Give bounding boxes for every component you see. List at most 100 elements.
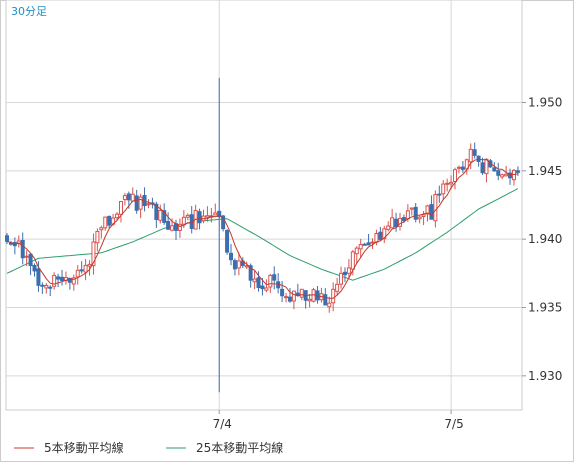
candle-body	[272, 274, 277, 281]
candle-body	[56, 276, 61, 280]
candle-body	[221, 215, 226, 230]
candle-body	[354, 247, 359, 255]
candle-body	[515, 170, 520, 173]
candle-body	[492, 167, 497, 172]
candle-body	[327, 302, 332, 308]
candle-body	[291, 290, 296, 302]
candle-body	[342, 271, 347, 276]
candle-body	[67, 277, 72, 283]
legend-ma25-label: 25本移動平均線	[196, 440, 283, 455]
candle-body	[99, 227, 104, 231]
legend-ma5-label: 5本移動平均線	[44, 440, 124, 455]
candle-body	[162, 210, 167, 223]
candle-body	[287, 296, 292, 302]
candle-body	[445, 182, 450, 185]
candle-body	[28, 253, 33, 267]
candle-body	[60, 276, 65, 281]
candle-body	[284, 296, 289, 299]
candle-body	[425, 205, 430, 215]
y-tick-label: 1.940	[528, 232, 562, 246]
candle-body	[232, 260, 237, 270]
candle-body	[378, 231, 383, 240]
candle-body	[87, 263, 92, 267]
candle-body	[280, 288, 285, 297]
candle-body	[205, 215, 210, 218]
candle-body	[177, 223, 182, 231]
candle-body	[170, 225, 175, 231]
candle-body	[421, 214, 426, 218]
y-tick-label: 1.935	[528, 301, 562, 315]
candle-body	[52, 274, 57, 287]
candle-body	[252, 278, 257, 283]
candle-body	[335, 283, 340, 292]
candle-body	[126, 193, 131, 201]
candle-body	[225, 230, 230, 253]
x-tick-label: 7/5	[444, 417, 463, 431]
candle-body	[217, 210, 222, 218]
candle-body	[146, 203, 151, 206]
candle-body	[394, 218, 399, 228]
candle-body	[24, 255, 29, 258]
candle-body	[390, 217, 395, 229]
candle-body	[339, 272, 344, 285]
candle-body	[500, 174, 505, 178]
candle-body	[48, 286, 53, 289]
candle-body	[370, 241, 375, 244]
candle-body	[429, 204, 434, 220]
candle-body	[460, 166, 465, 170]
y-tick-label: 1.945	[528, 164, 562, 178]
candle-body	[433, 194, 438, 222]
candle-body	[115, 213, 120, 219]
candle-body	[166, 221, 171, 230]
candle-body	[213, 212, 218, 216]
candle-body	[413, 206, 418, 220]
candle-body	[508, 172, 513, 179]
candle-body	[496, 170, 501, 176]
candle-body	[75, 269, 80, 278]
candle-body	[264, 287, 269, 291]
candle-body	[401, 217, 406, 222]
plot-area	[5, 0, 523, 411]
y-tick-label: 1.950	[528, 96, 562, 110]
candle-body	[374, 233, 379, 243]
candle-body	[480, 162, 485, 174]
candle-body	[20, 240, 25, 259]
candle-body	[181, 216, 186, 225]
candle-body	[130, 193, 135, 202]
candle-body	[468, 148, 473, 163]
candle-body	[417, 216, 422, 220]
candle-body	[366, 242, 371, 246]
candle-body	[83, 264, 88, 273]
candle-body	[437, 193, 442, 196]
y-tick-label: 1.930	[528, 369, 562, 383]
candle-body	[44, 284, 49, 289]
candle-body	[154, 203, 159, 220]
candle-body	[405, 210, 410, 220]
candle-body	[229, 252, 234, 261]
candle-body	[36, 268, 41, 286]
candle-body	[95, 230, 100, 244]
candle-body	[248, 265, 253, 281]
candle-body	[122, 195, 127, 201]
candle-body	[134, 195, 139, 211]
candle-body	[256, 277, 261, 289]
candle-body	[260, 285, 265, 290]
candle-body	[79, 269, 84, 272]
candle-body	[91, 241, 96, 267]
candle-body	[5, 235, 9, 242]
candle-body	[472, 149, 477, 156]
candle-body	[138, 196, 143, 210]
candle-body	[504, 173, 509, 177]
ma5-line	[6, 158, 518, 299]
candle-body	[449, 181, 454, 185]
ma5-layer	[6, 158, 518, 299]
legend: 5本移動平均線 25本移動平均線	[14, 440, 283, 455]
candle-body	[236, 260, 241, 269]
candle-body	[409, 207, 414, 210]
candle-body	[453, 169, 458, 182]
x-tick-label: 7/4	[213, 417, 232, 431]
y-axis-ticks: 1.930 1.935 1.940 1.945 1.950	[522, 96, 562, 383]
candle-body	[456, 166, 461, 169]
